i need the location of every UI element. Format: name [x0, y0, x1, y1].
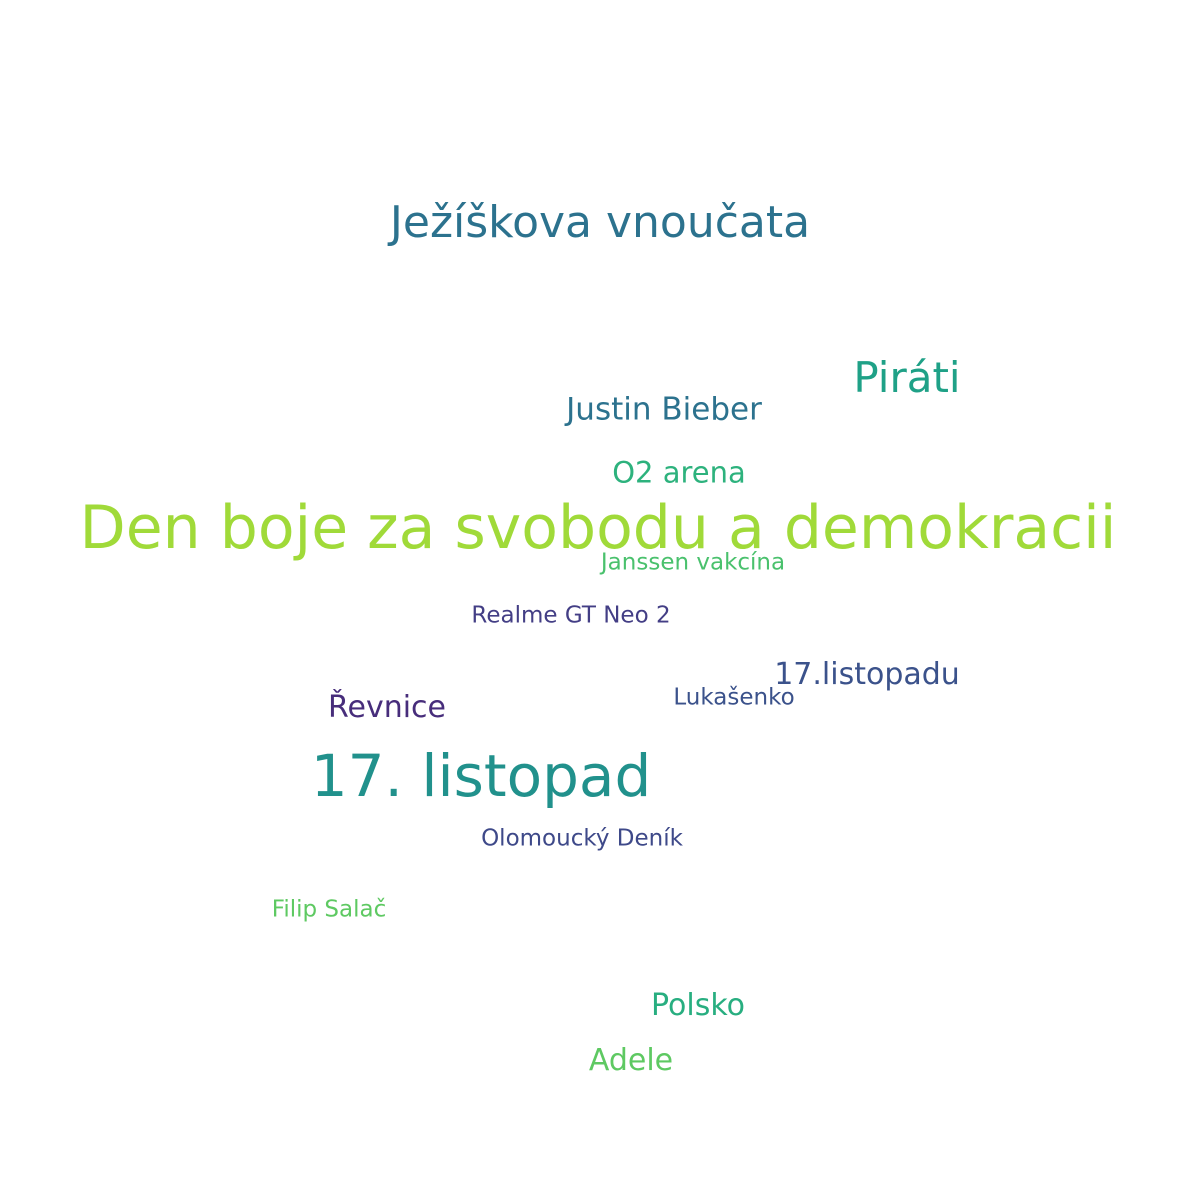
word-olomoucky-denik[interactable]: Olomoucký Deník	[481, 825, 683, 852]
word-jeziskova-vnoucata[interactable]: Ježíškova vnoučata	[389, 197, 811, 248]
word-17-listopad[interactable]: 17. listopad	[310, 742, 652, 810]
word-adele[interactable]: Adele	[588, 1043, 674, 1078]
word-o2-arena[interactable]: O2 arena	[612, 455, 746, 490]
word-filip-salac[interactable]: Filip Salač	[271, 896, 387, 923]
word-17-listopadu[interactable]: 17.listopadu	[774, 657, 960, 692]
word-realme-gt-neo-2[interactable]: Realme GT Neo 2	[471, 602, 671, 629]
word-polsko[interactable]: Polsko	[651, 988, 745, 1023]
word-den-boje-za-svobodu-a-demokracii[interactable]: Den boje za svobodu a demokracii	[79, 493, 1117, 563]
word-lukasenko[interactable]: Lukašenko	[673, 684, 795, 711]
word-revnice[interactable]: Řevnice	[327, 690, 447, 725]
word-justin-bieber[interactable]: Justin Bieber	[566, 391, 762, 428]
word-pirati[interactable]: Piráti	[853, 353, 961, 402]
word-janssen-vakcina[interactable]: Janssen vakcína	[600, 549, 786, 576]
